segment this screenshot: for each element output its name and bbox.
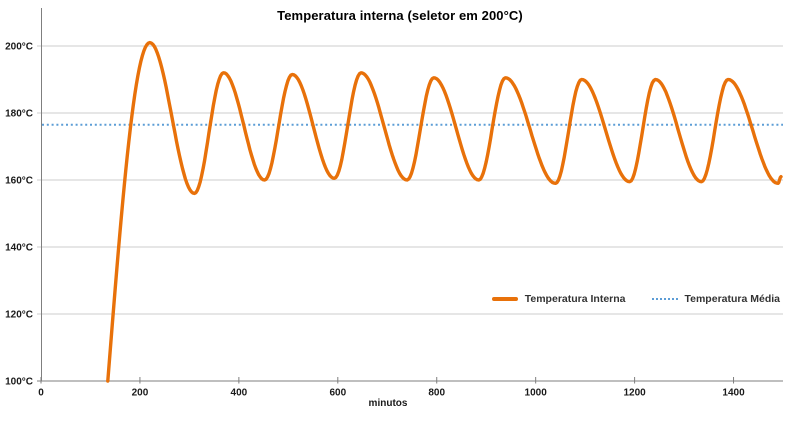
dotted-line-swatch-icon [651,298,678,300]
x-tick-label: 800 [428,388,445,399]
chart-title: Temperatura interna (seletor em 200°C) [277,8,523,23]
x-tick-label: 1200 [623,388,646,399]
internal-temperature-path [106,40,783,383]
x-tick-label: 1000 [525,388,548,399]
y-tick-label: 100°C [5,377,33,388]
legend-item-temperatura-interna: Temperatura Interna [491,293,626,305]
y-tick-label: 120°C [5,310,33,321]
y-tick-label: 200°C [5,42,33,53]
x-tick-label: 400 [231,388,248,399]
internal-temperature-line [106,40,783,383]
solid-line-swatch-icon [491,297,518,301]
legend-label-temperatura-media: Temperatura Média [684,293,781,305]
legend-item-temperatura-media: Temperatura Média [651,293,781,305]
y-tick-label: 160°C [5,176,33,187]
axes [37,8,783,384]
x-axis-title: minutos [368,398,408,409]
y-tick-label: 140°C [5,243,33,254]
legend-label-temperatura-interna: Temperatura Interna [524,293,626,305]
x-tick-label: 600 [329,388,346,399]
y-tick-labels: 100°C 120°C 140°C 160°C 180°C 200°C [5,42,33,388]
legend: Temperatura Interna Temperatura Média [491,293,781,305]
x-tick-label: 1400 [722,388,745,399]
x-tick-label: 200 [132,388,149,399]
y-tick-label: 180°C [5,109,33,120]
x-tick-labels: 0 200 400 600 800 1000 1200 1400 [38,388,745,399]
x-tick-label: 0 [38,388,44,399]
